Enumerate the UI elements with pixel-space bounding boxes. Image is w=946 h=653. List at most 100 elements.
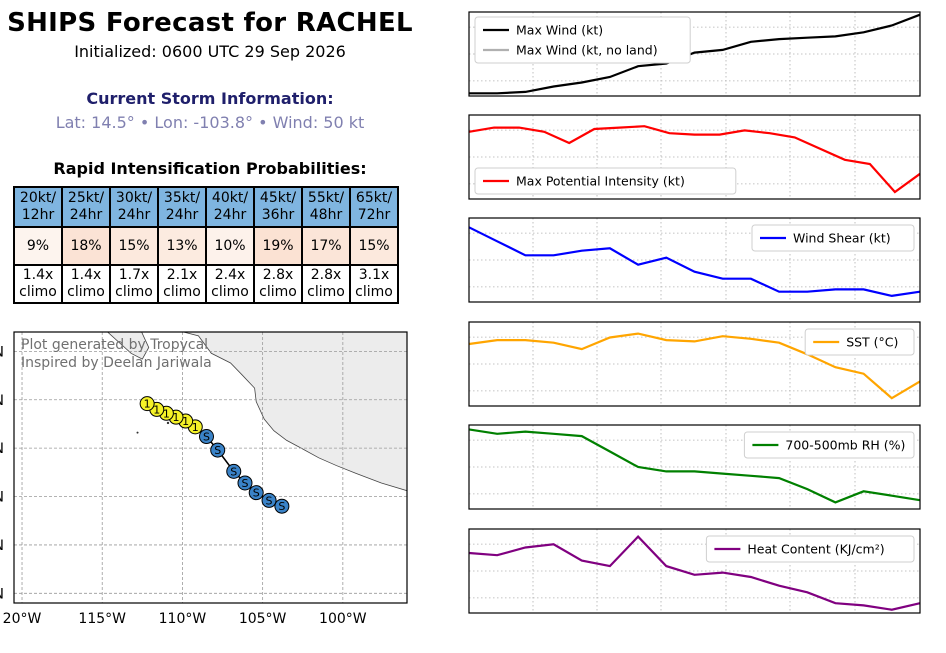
map-lon-tick-label: 110°W (159, 611, 207, 627)
track-marker-label: S (230, 465, 237, 478)
track-marker-label: 1 (192, 421, 199, 434)
panel-frame (468, 217, 921, 303)
ri-prob-cell: 15% (349, 226, 399, 266)
map-frame (13, 331, 408, 604)
map-lat-tick-label: N (0, 344, 4, 360)
map-lon-tick-label: 100°W (319, 611, 367, 627)
legend-label: Max Potential Intensity (kt) (516, 174, 685, 189)
track-marker-label: S (266, 494, 273, 507)
ships-panel: Heat Content (KJ/cm²) (468, 528, 921, 614)
track-marker (248, 485, 264, 501)
ri-prob-cell: 9% (13, 226, 63, 266)
legend-box (751, 224, 915, 252)
ri-prob-row: 9% 18% 15% 13% 10% 19% 17% 15% (13, 226, 399, 266)
track-marker-label: 1 (173, 411, 180, 424)
legend-box (705, 535, 915, 563)
series-line (468, 535, 921, 611)
legend-box (474, 167, 737, 195)
map-lat-tick-label: N (0, 538, 4, 554)
track-marker-label: S (241, 477, 248, 490)
ri-header-cell: 20kt/12hr (13, 186, 63, 228)
panel-frame (468, 528, 921, 614)
ri-climo-cell: 1.4x climo (13, 264, 63, 304)
map-note: Plot generated by Tropycal (21, 337, 208, 353)
current-storm-info: Lat: 14.5° • Lon: -103.8° • Wind: 50 kt (55, 113, 365, 132)
legend-label: 700-500mb RH (%) (785, 438, 905, 453)
track-marker-label: S (203, 431, 210, 444)
track-marker (237, 475, 253, 491)
map-lat-tick-label: N (0, 441, 4, 457)
ri-header-cell: 30kt/24hr (109, 186, 159, 228)
track-marker-label: S (214, 444, 221, 457)
map-lon-tick-label: 105°W (239, 611, 287, 627)
ri-heading: Rapid Intensification Probabilities: (53, 159, 367, 178)
ships-panel: SST (°C) (468, 321, 921, 407)
init-time: Initialized: 0600 UTC 29 Sep 2026 (74, 42, 346, 61)
ships-panel: Wind Shear (kt) (468, 217, 921, 303)
map-lon-tick-label: 20°W (3, 611, 42, 627)
ri-prob-cell: 10% (205, 226, 255, 266)
ri-header-cell: 40kt/24hr (205, 186, 255, 228)
series-line (468, 428, 921, 504)
ri-climo-cell: 2.1x climo (157, 264, 207, 304)
ri-header-cell: 65kt/72hr (349, 186, 399, 228)
ri-prob-cell: 15% (109, 226, 159, 266)
ri-header-cell: 25kt/24hr (61, 186, 111, 228)
ri-header-cell: 55kt/48hr (301, 186, 351, 228)
track-marker-label: 1 (182, 415, 189, 428)
legend-label: Max Wind (kt, no land) (516, 43, 658, 58)
track-marker-label: 1 (153, 403, 160, 416)
ri-climo-cell: 2.8x climo (253, 264, 303, 304)
baja-shape (106, 332, 150, 360)
ri-climo-row: 1.4x climo 1.4x climo 1.7x climo 2.1x climo … (13, 264, 399, 304)
ri-header-cell: 35kt/24hr (157, 186, 207, 228)
map-lat-tick-label: N (0, 586, 4, 602)
track-marker (139, 396, 155, 412)
ri-header-row: 20kt/12hr 25kt/24hr 30kt/24hr 35kt/24hr … (13, 186, 399, 228)
legend-label: Wind Shear (kt) (793, 231, 891, 246)
ri-table: 20kt/12hr 25kt/24hr 30kt/24hr 35kt/24hr … (13, 186, 399, 304)
ri-climo-cell: 1.4x climo (61, 264, 111, 304)
mainland-shape (181, 332, 407, 492)
map-note: Inspired by Deelan Jariwala (21, 355, 212, 371)
series-line (468, 125, 921, 194)
island-shape (166, 421, 170, 425)
page-title: SHIPS Forecast for RACHEL (7, 8, 413, 38)
panel-frame (468, 114, 921, 200)
track-marker-label: 1 (163, 407, 170, 420)
legend-box (743, 431, 915, 459)
current-storm-heading: Current Storm Information: (86, 89, 334, 108)
track-marker-label: S (253, 487, 260, 500)
ri-prob-cell: 18% (61, 226, 111, 266)
legend-box (804, 328, 915, 356)
legend-label: Max Wind (kt) (516, 23, 603, 38)
ri-climo-cell: 3.1x climo (349, 264, 399, 304)
legend-box (474, 16, 691, 64)
map-lat-tick-label: N (0, 490, 4, 506)
panel-frame (468, 424, 921, 510)
ships-panel: 700-500mb RH (%) (468, 424, 921, 510)
ri-header-cell: 45kt/36hr (253, 186, 303, 228)
panel-frame (468, 321, 921, 407)
ri-prob-cell: 19% (253, 226, 303, 266)
ri-climo-cell: 2.4x climo (205, 264, 255, 304)
ships-panel: Max Wind (kt) Max Wind (kt, no land) (468, 11, 921, 97)
series-line (468, 332, 921, 400)
ri-climo-cell: 2.8x climo (301, 264, 351, 304)
ri-prob-cell: 17% (301, 226, 351, 266)
legend-label: Heat Content (KJ/cm²) (747, 542, 884, 557)
track-marker (210, 442, 226, 458)
ri-climo-cell: 1.7x climo (109, 264, 159, 304)
track-marker (274, 498, 290, 514)
panel-frame (468, 11, 921, 97)
map-lat-tick-label: N (0, 393, 4, 409)
track-marker (226, 463, 242, 479)
island-shape (136, 431, 139, 434)
track-marker-label: 1 (144, 398, 151, 411)
series-line (469, 13, 921, 95)
track-marker (261, 492, 277, 508)
ri-prob-cell: 13% (157, 226, 207, 266)
map-lon-tick-label: 115°W (78, 611, 126, 627)
track-marker-label: S (278, 500, 285, 513)
